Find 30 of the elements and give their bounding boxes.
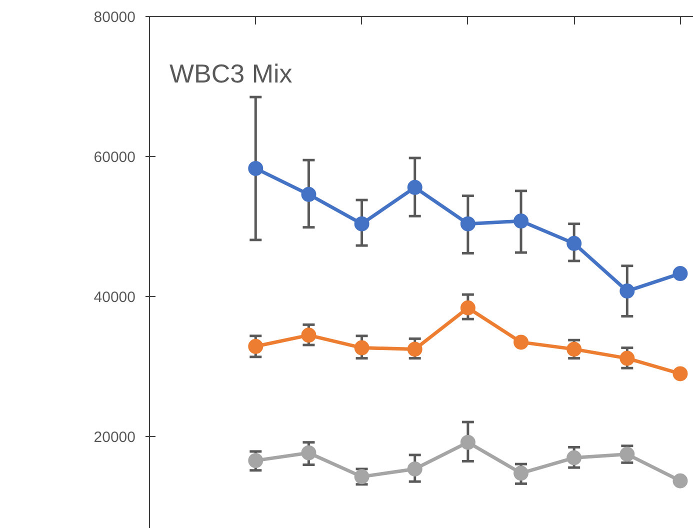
point bbox=[672, 266, 688, 282]
point bbox=[301, 328, 316, 343]
point bbox=[407, 461, 422, 476]
point bbox=[354, 216, 370, 232]
point bbox=[301, 186, 316, 202]
y-tick-label: 80000 bbox=[94, 9, 136, 26]
point bbox=[301, 445, 316, 460]
point bbox=[248, 453, 264, 468]
point bbox=[248, 161, 264, 176]
point bbox=[566, 450, 582, 466]
point bbox=[460, 300, 476, 316]
y-tick-label: 40000 bbox=[94, 289, 136, 306]
point bbox=[460, 216, 476, 232]
text: WBC3 Mix bbox=[170, 58, 292, 88]
point bbox=[566, 342, 582, 357]
point bbox=[672, 473, 688, 488]
point bbox=[248, 338, 264, 354]
point bbox=[672, 366, 688, 382]
point bbox=[514, 334, 529, 350]
point bbox=[407, 342, 422, 357]
y-tick-label: 60000 bbox=[94, 149, 136, 166]
point bbox=[620, 284, 635, 299]
point bbox=[354, 340, 370, 356]
point bbox=[514, 466, 529, 481]
point bbox=[566, 236, 582, 251]
point bbox=[620, 350, 635, 366]
y-tick-label: 20000 bbox=[94, 429, 136, 446]
point bbox=[407, 180, 422, 195]
point bbox=[514, 214, 529, 229]
point bbox=[460, 434, 476, 450]
